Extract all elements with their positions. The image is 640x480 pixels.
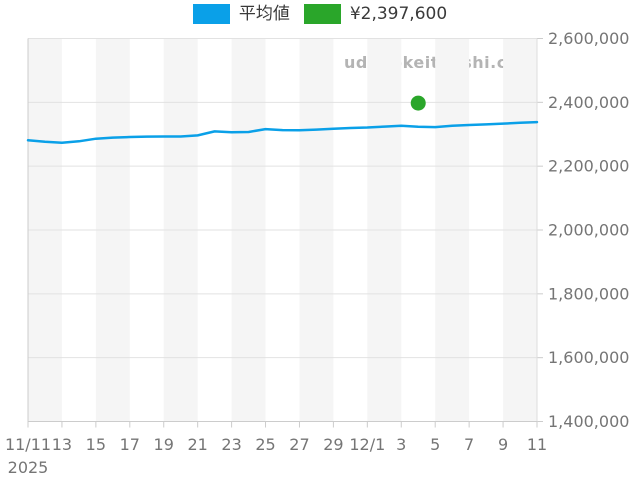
y-tick-label: 2,200,000 (548, 157, 629, 176)
y-tick-label: 1,800,000 (548, 284, 629, 303)
y-tick-label: 2,600,000 (548, 29, 629, 48)
legend-swatch-listed-price (303, 4, 341, 24)
x-tick-label: 21 (187, 435, 207, 454)
x-tick-label: 9 (498, 435, 508, 454)
x-tick-label: 3 (396, 435, 406, 454)
y-tick-label: 2,000,000 (548, 221, 629, 240)
average-price-line (26, 120, 539, 144)
x-tick-label: 11 (527, 435, 547, 454)
legend-label-average-price: 平均値 (238, 4, 290, 24)
x-tick-label: 27 (289, 435, 309, 454)
legend-item-listed-price: ¥2,397,600 (303, 4, 448, 24)
x-tick-label: 5 (430, 435, 440, 454)
x-tick-label: 23 (221, 435, 241, 454)
chart-legend: 平均値 ¥2,397,600 (0, 4, 640, 24)
x-tick-label: 15 (86, 435, 106, 454)
x-tick-label: 13 (52, 435, 72, 454)
legend-swatch-average-price (192, 4, 230, 24)
x-tick-label: 17 (120, 435, 140, 454)
listed-price-marker-dot (410, 95, 426, 111)
legend-label-listed-price: ¥2,397,600 (349, 4, 448, 24)
x-tick-label: 7 (464, 435, 474, 454)
x-tick-label: 19 (154, 435, 174, 454)
x-axis-year-label: 2025 (8, 458, 49, 477)
x-tick-label: 25 (255, 435, 275, 454)
x-tick-label: 11/11 (5, 435, 51, 454)
x-tick-label: 29 (323, 435, 343, 454)
y-tick-label: 1,600,000 (548, 348, 629, 367)
y-tick-label: 1,400,000 (548, 412, 629, 431)
y-tick-label: 2,400,000 (548, 93, 629, 112)
x-tick-label: 12/1 (349, 435, 385, 454)
legend-item-average-price: 平均値 (192, 4, 290, 24)
